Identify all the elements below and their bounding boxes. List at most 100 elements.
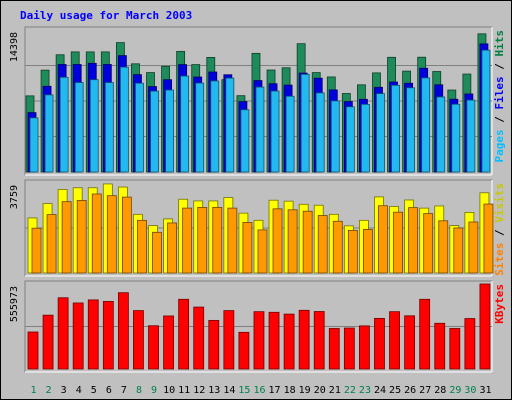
x-tick-label: 10 [163, 385, 175, 396]
bar-kbytes-day-1 [27, 331, 39, 370]
legend-entry: KBytes [493, 284, 506, 324]
bar-kbytes-day-28 [434, 322, 446, 370]
legend-entry: Hits [493, 30, 506, 57]
bar-sites-day-20 [317, 215, 328, 274]
panel-visits-sites: 3759 Sites / Visits [9, 179, 506, 277]
bar-sites-day-24 [378, 205, 388, 274]
bar-sites-day-10 [167, 222, 177, 274]
legend-entry: Sites [493, 243, 506, 276]
bar-pages-day-17 [270, 90, 280, 173]
bar-kbytes-day-24 [374, 317, 385, 370]
legend: KBytes [493, 284, 506, 324]
bar-kbytes-day-5 [87, 299, 99, 370]
bar-sites-day-27 [423, 213, 434, 274]
bar-kbytes-day-17 [268, 311, 280, 370]
bar-sites-day-1 [31, 227, 42, 274]
bar-kbytes-day-25 [389, 311, 400, 370]
x-tick-label: 26 [404, 385, 416, 396]
bar-kbytes-day-16 [253, 311, 265, 370]
bar-kbytes-day-2 [42, 314, 54, 370]
bar-kbytes-day-23 [359, 325, 370, 370]
bar-kbytes-day-31 [479, 283, 491, 370]
bar-sites-day-30 [468, 221, 479, 274]
x-tick-label: 16 [253, 385, 265, 396]
bar-pages-day-14 [225, 77, 235, 173]
x-tick-label: 19 [299, 385, 311, 396]
y-max-label: 3759 [9, 185, 20, 209]
bar-sites-day-31 [483, 203, 494, 274]
x-tick-label: 14 [223, 385, 235, 396]
bar-pages-day-2 [44, 94, 54, 173]
x-tick-label: 17 [269, 385, 281, 396]
bar-kbytes-day-30 [464, 318, 476, 370]
x-tick-label: 7 [121, 385, 127, 396]
bar-kbytes-day-11 [178, 298, 190, 370]
bar-sites-day-2 [46, 214, 57, 274]
x-tick-label: 21 [329, 385, 341, 396]
x-tick-label: 15 [238, 385, 250, 396]
chart-title: Daily usage for March 2003 [20, 9, 192, 22]
bar-pages-day-19 [300, 73, 310, 173]
x-tick-label: 22 [344, 385, 356, 396]
legend-entry: Visits [493, 183, 506, 223]
series-pages [29, 49, 491, 173]
bar-sites-day-4 [76, 200, 87, 274]
bar-pages-day-4 [74, 82, 84, 173]
bar-sites-day-18 [287, 209, 298, 274]
x-tick-label: 25 [389, 385, 401, 396]
bar-pages-day-11 [180, 75, 190, 173]
bar-sites-day-17 [272, 208, 283, 274]
bar-sites-day-6 [106, 195, 117, 274]
x-tick-label: 24 [374, 385, 386, 396]
bar-pages-day-1 [29, 117, 39, 173]
x-tick-label: 27 [419, 385, 431, 396]
bar-kbytes-day-29 [449, 328, 461, 370]
bar-kbytes-day-4 [72, 302, 84, 370]
x-tick-label: 2 [46, 385, 52, 396]
bar-pages-day-15 [240, 109, 250, 173]
panel-kbytes: 555973 KBytes [9, 280, 506, 373]
bar-pages-day-24 [376, 93, 385, 173]
x-tick-label: 13 [208, 385, 220, 396]
bar-pages-day-20 [315, 92, 325, 173]
bar-sites-day-3 [61, 201, 72, 274]
legend: Sites / Visits [493, 183, 506, 276]
bar-pages-day-3 [59, 76, 69, 173]
bar-pages-day-22 [345, 106, 355, 173]
bar-kbytes-day-20 [313, 311, 325, 370]
bar-pages-day-5 [89, 79, 99, 173]
bar-kbytes-day-19 [298, 309, 310, 370]
bar-sites-day-7 [121, 196, 132, 274]
bar-sites-day-9 [152, 231, 162, 274]
bar-pages-day-18 [285, 95, 295, 173]
x-tick-label: 30 [464, 385, 476, 396]
bar-pages-day-16 [255, 86, 265, 173]
bar-kbytes-day-26 [404, 315, 416, 370]
bar-sites-day-21 [332, 220, 343, 274]
bar-sites-day-5 [91, 193, 102, 274]
bar-kbytes-day-10 [163, 315, 174, 370]
bar-sites-day-29 [453, 227, 464, 274]
bar-kbytes-day-21 [328, 328, 340, 370]
legend-entry: Files [493, 76, 506, 109]
bar-kbytes-day-22 [343, 327, 355, 370]
bar-pages-day-9 [150, 90, 159, 173]
bar-pages-day-10 [165, 89, 174, 173]
x-tick-label: 5 [91, 385, 97, 396]
series-sites [31, 193, 494, 274]
bar-kbytes-day-3 [57, 297, 69, 370]
x-tick-label: 29 [449, 385, 461, 396]
y-max-label: 555973 [9, 286, 20, 322]
bar-sites-day-23 [363, 229, 373, 274]
bar-pages-day-25 [391, 84, 400, 173]
bar-pages-day-27 [421, 77, 431, 173]
bar-kbytes-day-18 [283, 313, 295, 370]
x-tick-label: 31 [479, 385, 491, 396]
x-tick-label: 3 [61, 385, 67, 396]
bar-pages-day-13 [210, 80, 220, 173]
legend: Pages / Files / Hits [493, 30, 506, 163]
chart-panels: 14398 Pages / Files / Hits 3759 Sites / Vis… [9, 26, 506, 373]
bar-pages-day-7 [119, 66, 129, 173]
bar-sites-day-28 [438, 220, 449, 274]
